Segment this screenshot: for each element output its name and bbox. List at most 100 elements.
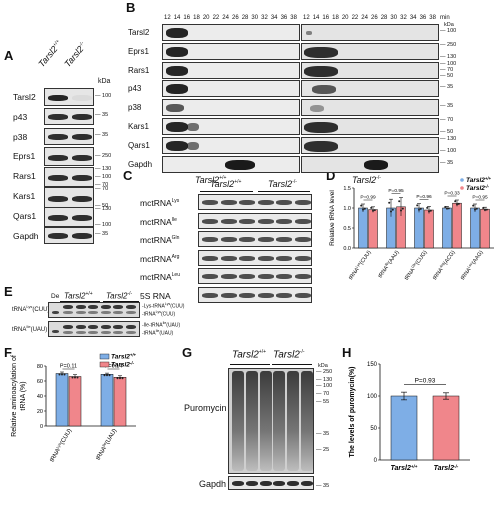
panel-b-blot (301, 24, 439, 41)
panel-b-fraction: 24 (222, 15, 229, 21)
panel-a-row-label: p38 (13, 131, 28, 142)
panel-c-band (220, 218, 237, 224)
f-x-label: tRNAIle(UAU) (93, 427, 118, 462)
panel-b-fraction: 36 (419, 15, 427, 21)
panel-c-band (276, 292, 292, 298)
panel-b-blot (301, 61, 439, 79)
panel-b-fraction: 12 (303, 15, 310, 21)
panel-e-band (75, 311, 86, 314)
panel-g-kda: kDa (318, 363, 328, 369)
panel-e-band (100, 331, 111, 334)
panel-g-smear (259, 371, 272, 471)
panel-b-fraction: 30 (390, 15, 398, 21)
panel-c-blot (198, 286, 312, 303)
panel-label-a: A (4, 48, 14, 63)
panel-a-marker: — 35 (95, 112, 109, 119)
panel-c-band (202, 255, 218, 261)
d-dot (456, 203, 458, 206)
panel-c-band (294, 237, 311, 242)
f-x-label: tRNALys(CUU) (47, 427, 73, 464)
d-dot (475, 207, 478, 210)
f-dot (119, 377, 121, 380)
panel-e-col-ko: Tarsl2-/- (106, 291, 133, 301)
panel-c-band (202, 274, 218, 279)
d-bar (480, 208, 490, 249)
panel-g-smear (287, 371, 300, 471)
d-legend-marker (460, 186, 464, 190)
panel-e-col-wt: Tarsl2+/+ (64, 291, 93, 301)
panel-b-fraction: 18 (193, 15, 200, 21)
panel-e-band (88, 311, 98, 314)
panel-label-c: C (123, 168, 133, 183)
panel-b-band (166, 104, 184, 113)
panel-c-band (220, 274, 237, 279)
panel-b-fraction: 34 (409, 15, 417, 21)
panel-b-band (166, 140, 188, 151)
h-bar (390, 395, 418, 461)
panel-c-band (202, 292, 218, 298)
panel-a-blot (44, 167, 94, 188)
d-bar (358, 207, 368, 249)
panel-a-row-label: Tarsl2 (13, 92, 36, 102)
panel-b-band (312, 85, 336, 95)
d-dot (398, 200, 401, 203)
d-x-label: tRNALys(CUU) (347, 249, 372, 281)
panel-c-band (239, 255, 255, 261)
panel-e-band (63, 325, 73, 329)
panel-b-fraction: 12 (164, 15, 171, 21)
panel-g-puromycin-label: Puromycin (184, 403, 227, 413)
panel-h-chart: 0 50 100 150 The levels of puromycin(%) Tarsl… (349, 362, 470, 473)
panel-g-marker: — 35 (316, 483, 330, 489)
panel-g-col-ko: Tarsl2-/- (273, 349, 305, 361)
panel-e-band (113, 325, 123, 329)
panel-g-gapdh-band (273, 481, 286, 486)
panel-b-band (304, 122, 338, 133)
panel-c-band (202, 218, 218, 224)
panel-b-kda: kDa (444, 22, 454, 28)
d-dot (485, 208, 488, 211)
panel-c-band (276, 274, 292, 279)
f-y-tick-label: 0 (40, 424, 43, 430)
f-bar (100, 374, 114, 427)
f-y-tick-label: 60 (37, 379, 43, 385)
panel-g-marker: — 130 (316, 377, 333, 383)
panel-c-band (220, 292, 237, 298)
d-y-tick-label: 1.0 (343, 206, 351, 212)
f-y-tick-label: 80 (37, 364, 43, 370)
panel-b-marker: — 50 (440, 72, 454, 79)
f-bar (68, 376, 82, 427)
f-legend-label: Tarsl2-/- (111, 360, 134, 369)
panel-c-row-label: 5S RNA (140, 290, 171, 301)
panel-b-marker: — 100 (440, 28, 457, 34)
panel-b-band (166, 28, 188, 38)
h-x-label: Tarsl2-/- (434, 464, 459, 473)
panel-b-marker: — 35 (440, 103, 454, 110)
d-dot (363, 207, 366, 210)
panel-label-g: G (182, 345, 193, 360)
panel-a-row-label: Gapdh (13, 230, 39, 241)
panel-b-fraction: 38 (290, 15, 297, 21)
h-y-tick-label: 50 (370, 426, 377, 432)
d-dot (447, 207, 450, 210)
f-legend-label: Tarsl2+/+ (111, 352, 137, 361)
panel-e-band (63, 311, 73, 314)
d-dot (474, 208, 476, 211)
panel-b-blot (301, 99, 439, 117)
h-y-tick-label: 100 (367, 394, 378, 400)
panel-b-band (306, 31, 312, 35)
panel-b-fraction: 20 (202, 15, 210, 21)
panel-c-row-label: mctRNAIle (140, 216, 177, 227)
panel-a-band (48, 175, 68, 182)
panel-c-band (202, 200, 218, 205)
panel-a-band (48, 134, 68, 141)
panel-c-band (294, 292, 311, 298)
f-dot (103, 374, 106, 377)
f-dot (116, 377, 119, 380)
panel-e-right-3: -Ile-tRNAIle(UAU) (142, 321, 181, 329)
f-y-label-2: tRNA (%) (20, 381, 27, 410)
panel-a-marker: — 100 (95, 221, 112, 228)
panel-b-row-label: p38 (128, 103, 142, 113)
panel-b-blot (162, 118, 300, 135)
panel-c-band (294, 218, 311, 224)
panel-g-marker: — 55 (316, 399, 330, 405)
